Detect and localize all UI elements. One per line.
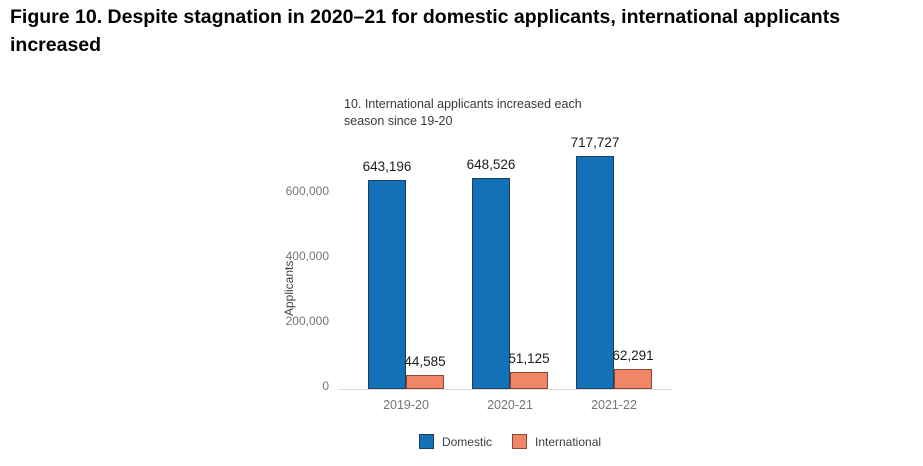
value-label-domestic-2020-21: 648,526 bbox=[466, 157, 516, 172]
value-label-domestic-2019-20: 643,196 bbox=[362, 159, 412, 174]
bar-international-2020-21 bbox=[510, 372, 548, 389]
bar-international-2019-20 bbox=[406, 375, 444, 389]
value-label-domestic-2021-22: 717,727 bbox=[570, 135, 620, 150]
bar-chart: 10. International applicants increased e… bbox=[282, 88, 793, 466]
value-label-international-2020-21: 51,125 bbox=[508, 351, 550, 366]
legend-label-domestic: Domestic bbox=[441, 434, 492, 449]
legend-label-international: International bbox=[534, 434, 602, 449]
bar-domestic-2020-21 bbox=[472, 178, 510, 389]
x-axis-line bbox=[338, 389, 672, 390]
x-tick-label-2019-20: 2019-20 bbox=[383, 398, 429, 412]
bar-domestic-2021-22 bbox=[576, 156, 614, 389]
chart-subtitle: 10. International applicants increased e… bbox=[344, 97, 582, 128]
y-tick-label: 0 bbox=[322, 379, 329, 393]
x-tick-label-2020-21: 2020-21 bbox=[487, 398, 533, 412]
y-tick-label: 600,000 bbox=[285, 184, 329, 198]
legend-swatch-domestic bbox=[418, 434, 434, 449]
legend-item-domestic: Domestic bbox=[418, 434, 492, 449]
figure-title: Figure 10. Despite stagnation in 2020–21… bbox=[10, 6, 841, 56]
legend-swatch-international bbox=[511, 434, 527, 449]
value-label-international-2021-22: 62,291 bbox=[612, 348, 654, 363]
y-tick-label: 400,000 bbox=[285, 249, 329, 263]
bar-international-2021-22 bbox=[614, 369, 652, 389]
y-tick-label: 200,000 bbox=[285, 314, 329, 328]
bar-domestic-2019-20 bbox=[368, 180, 406, 389]
legend: Domestic International bbox=[323, 434, 697, 449]
legend-item-international: International bbox=[511, 434, 602, 449]
x-tick-label-2021-22: 2021-22 bbox=[591, 398, 637, 412]
value-label-international-2019-20: 44,585 bbox=[404, 354, 446, 369]
